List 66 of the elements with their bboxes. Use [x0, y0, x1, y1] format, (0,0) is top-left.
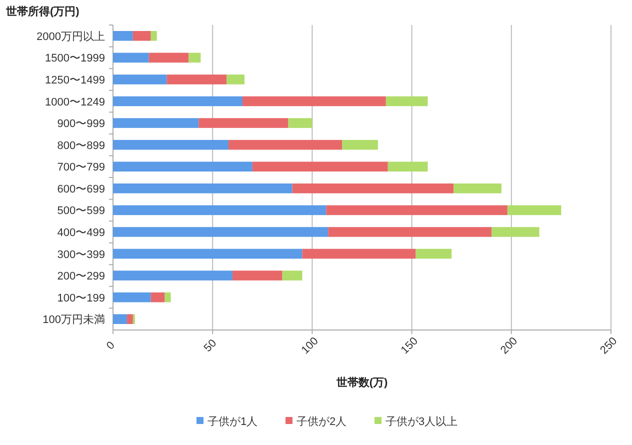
- bar: [188, 52, 201, 63]
- y-tick-label: 500〜599: [57, 205, 105, 218]
- x-tick-label: 150: [398, 335, 420, 357]
- legend-label: 子供が2人: [296, 416, 347, 428]
- bar: [113, 96, 242, 106]
- x-axis-title: 世帯数(万): [335, 376, 388, 389]
- bar: [228, 140, 342, 150]
- y-tick-label: 900〜999: [57, 118, 105, 130]
- bar: [113, 227, 328, 237]
- bar: [113, 74, 167, 84]
- bar: [126, 314, 133, 324]
- y-tick-label: 2000万円以上: [36, 30, 105, 43]
- bar: [113, 30, 133, 41]
- bar: [242, 96, 386, 106]
- bar: [198, 118, 288, 128]
- bar: [113, 314, 127, 324]
- bar: [113, 52, 149, 63]
- bar: [132, 30, 151, 41]
- legend-label: 子供が1人: [208, 416, 258, 428]
- bar: [342, 140, 378, 150]
- bar: [150, 30, 157, 41]
- bar: [113, 183, 292, 194]
- x-tick-label: 50: [202, 337, 220, 354]
- y-tick-label: 400〜499: [57, 226, 105, 239]
- bar: [302, 248, 416, 259]
- y-axis-title: 世帯所得(万円): [5, 5, 80, 18]
- bar: [150, 292, 165, 302]
- bar: [416, 248, 452, 259]
- y-tick-label: 700〜799: [57, 162, 105, 174]
- bar: [326, 205, 508, 216]
- bar: [113, 162, 252, 172]
- bar: [113, 140, 229, 150]
- y-tick-label: 1500〜1999: [45, 52, 105, 65]
- y-tick-label: 100〜199: [57, 292, 105, 304]
- legend-label: 子供が3人以上: [386, 415, 458, 428]
- bar: [386, 96, 428, 106]
- bar: [113, 205, 326, 216]
- bar: [328, 227, 492, 237]
- bar: [113, 248, 302, 259]
- bar: [454, 183, 502, 194]
- x-tick-label: 100: [299, 335, 321, 357]
- bar: [164, 292, 171, 302]
- x-tick-label: 0: [104, 339, 118, 352]
- y-tick-label: 1250〜1499: [45, 74, 105, 86]
- x-tick-label: 200: [498, 335, 520, 357]
- y-tick-label: 1000〜1249: [45, 96, 105, 108]
- bar: [491, 227, 540, 237]
- bar: [113, 118, 199, 128]
- bar: [232, 270, 282, 280]
- y-tick-label: 600〜699: [57, 183, 105, 196]
- x-tick-label: 250: [598, 335, 620, 357]
- bar: [166, 74, 227, 84]
- bar: [252, 162, 388, 172]
- bar: [113, 292, 151, 302]
- bar: [148, 52, 189, 63]
- bar: [292, 183, 454, 194]
- bar: [507, 205, 562, 216]
- y-tick-label: 800〜899: [57, 140, 105, 152]
- y-tick-label: 300〜399: [57, 248, 105, 261]
- bar: [226, 74, 244, 84]
- y-tick-label: 100万円未満: [42, 313, 105, 326]
- bar: [113, 270, 233, 280]
- bar: [388, 162, 428, 172]
- bar: [288, 118, 312, 128]
- y-tick-label: 200〜299: [57, 270, 105, 283]
- bar: [282, 270, 302, 280]
